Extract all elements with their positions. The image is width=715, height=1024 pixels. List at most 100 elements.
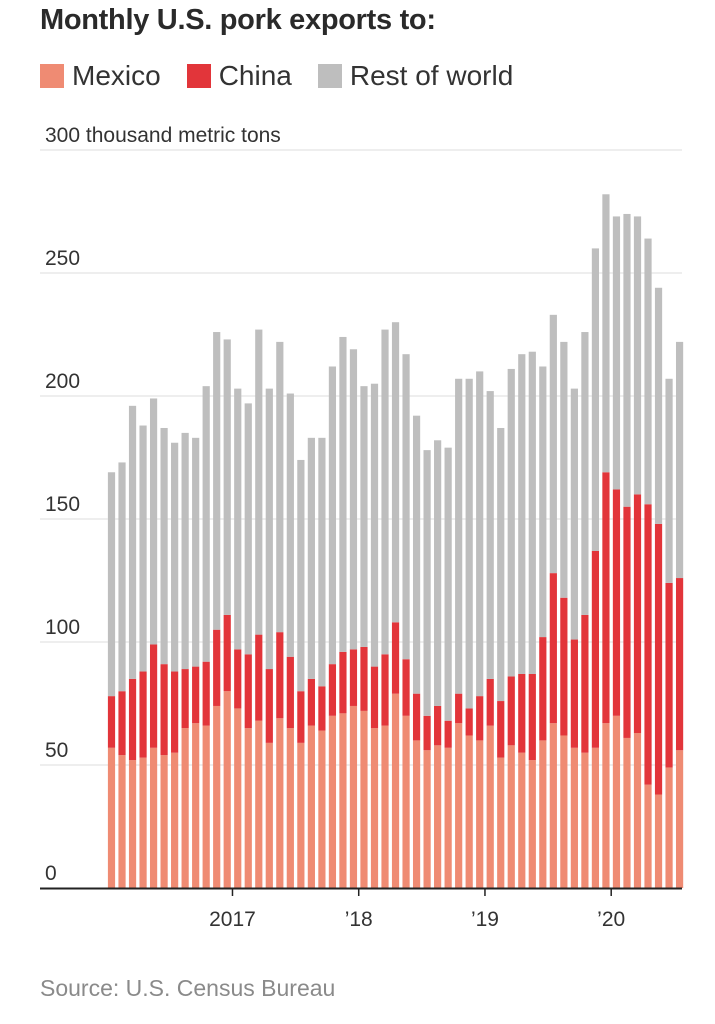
bar-rest-of-world (139, 425, 147, 672)
bar-china (328, 664, 337, 716)
bar-mexico (539, 740, 547, 888)
bar-mexico (276, 718, 284, 888)
bar-rest-of-world (128, 405, 137, 679)
y-tick-label: 50 (45, 739, 68, 762)
bar-mexico (297, 742, 305, 888)
bar-china (476, 696, 484, 741)
y-tick-label: 150 (45, 493, 80, 516)
bar-mexico (581, 752, 589, 888)
bar-china (171, 671, 179, 753)
bar-mexico (633, 733, 642, 888)
bar-china (381, 654, 389, 726)
bar-china (339, 651, 347, 714)
bar-mexico (360, 710, 368, 888)
x-tick-label: ’18 (345, 908, 373, 931)
bar-china (107, 696, 116, 748)
bar-mexico (339, 713, 347, 888)
bar-mexico (223, 691, 231, 888)
bar-china (402, 659, 410, 716)
bar-mexico (181, 728, 189, 888)
bar-rest-of-world (507, 368, 515, 677)
bar-china (265, 669, 273, 743)
bar-china (360, 646, 368, 711)
bar-rest-of-world (455, 378, 463, 694)
bar-rest-of-world (149, 398, 158, 645)
bar-rest-of-world (223, 339, 231, 615)
bar-rest-of-world (244, 403, 252, 655)
bar-rest-of-world (402, 354, 410, 660)
bar-mexico (412, 740, 421, 888)
bar-rest-of-world (181, 432, 189, 670)
bar-mexico (318, 730, 326, 888)
bar-mexico (486, 725, 494, 888)
bar-china (149, 644, 158, 748)
bar-rest-of-world (581, 332, 589, 615)
bar-rest-of-world (633, 216, 642, 495)
stacked-bar-chart: 0 50 100 150 200 250 300 thousand metric tons 2… (40, 124, 684, 931)
bar-rest-of-world (360, 386, 368, 647)
legend-label-china: China (218, 60, 292, 91)
bar-china (444, 720, 452, 748)
bar-rest-of-world (465, 378, 473, 709)
bar-mexico (192, 723, 200, 888)
bar-china (128, 678, 137, 761)
bar-china (412, 693, 421, 741)
bar-rest-of-world (307, 437, 315, 679)
bar-mexico (549, 723, 557, 888)
bar-mexico (255, 720, 263, 888)
bar-china (549, 573, 557, 724)
bar-mexico (370, 728, 379, 888)
y-tick-label: 250 (45, 247, 80, 270)
bar-rest-of-world (518, 354, 526, 674)
bar-mexico (591, 747, 600, 888)
bar-mexico (507, 745, 515, 888)
bar-rest-of-world (202, 386, 210, 662)
bar-rest-of-world (276, 341, 284, 633)
bar-rest-of-world (476, 371, 484, 697)
bar-mexico (391, 693, 400, 888)
bar-china (118, 691, 126, 756)
legend-label-rest-of-world: Rest of world (349, 60, 514, 91)
bar-china (623, 506, 631, 738)
bar-rest-of-world (602, 194, 610, 473)
bar-china (455, 693, 463, 724)
bar-rest-of-world (213, 332, 221, 630)
bar-mexico (612, 715, 621, 888)
chart-title: Monthly U.S. pork exports to: (40, 4, 436, 36)
bar-china (570, 639, 578, 748)
bar-china (234, 649, 242, 709)
bar-mexico (118, 755, 126, 888)
bar-china (202, 661, 210, 726)
bar-rest-of-world (444, 447, 452, 721)
bar-mexico (402, 715, 410, 888)
bar-china (297, 691, 305, 743)
bar-mexico (570, 747, 578, 888)
bar-mexico (476, 740, 484, 888)
bar-mexico (213, 705, 221, 888)
bar-china (612, 489, 621, 716)
bar-china (391, 622, 400, 694)
bar-rest-of-world (381, 329, 389, 655)
bar-rest-of-world (644, 238, 652, 505)
bar-mexico (465, 735, 473, 888)
bar-china (276, 632, 284, 719)
bar-china (255, 634, 263, 721)
legend-swatch-mexico (40, 64, 64, 88)
bar-china (192, 666, 200, 724)
legend: Mexico China Rest of world (40, 60, 539, 92)
bar-mexico (434, 745, 442, 888)
y-tick-label: 100 (45, 616, 80, 639)
bar-mexico (602, 723, 610, 888)
bar-china (528, 673, 536, 761)
bar-china (644, 504, 652, 785)
y-tick-label: 200 (45, 370, 80, 393)
bar-mexico (654, 794, 663, 888)
bar-rest-of-world (118, 462, 126, 692)
bar-rest-of-world (560, 341, 568, 598)
source-note: Source: U.S. Census Bureau (40, 975, 336, 1001)
bar-china (581, 614, 589, 753)
bar-mexico (149, 747, 158, 888)
bar-mexico (265, 742, 273, 888)
bar-china (223, 614, 231, 692)
bar-rest-of-world (318, 437, 326, 687)
